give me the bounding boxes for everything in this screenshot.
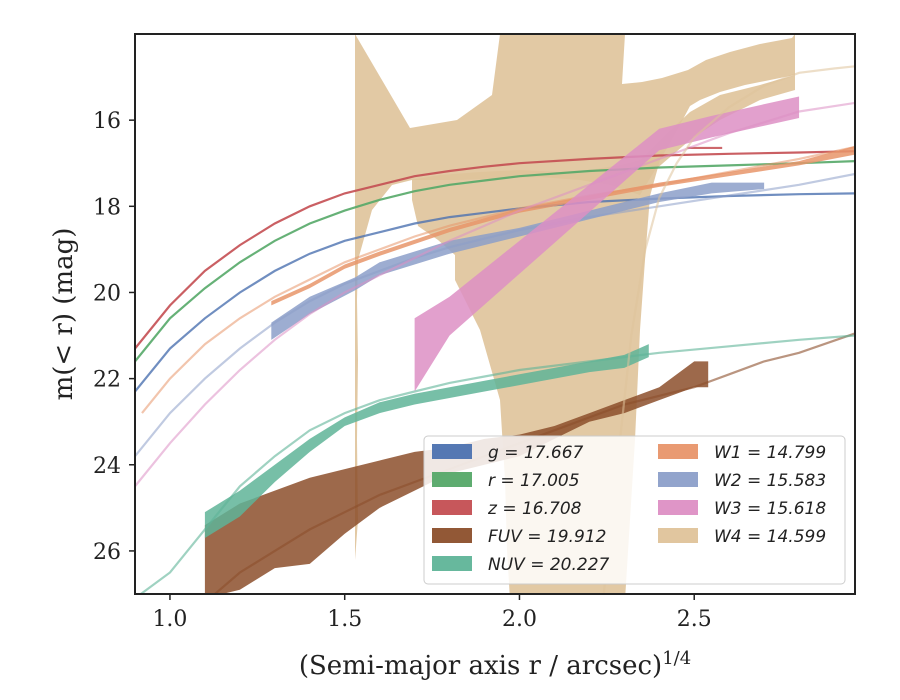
x-tick-label: 2.5	[677, 607, 712, 632]
legend-swatch-fuv	[432, 528, 472, 543]
legend-label-w4: W4 = 14.599	[714, 527, 826, 547]
x-axis-label-exponent: 1/4	[662, 648, 691, 669]
y-tick-label: 20	[93, 281, 121, 306]
legend-label-w1: W1 = 14.799	[714, 443, 826, 463]
x-axis: 1.0 1.5 2.0 2.5	[152, 594, 712, 632]
y-tick-label: 18	[93, 195, 121, 220]
y-tick-label: 26	[93, 540, 121, 565]
legend-label-nuv: NUV = 20.227	[488, 555, 610, 575]
w4-curve	[602, 65, 855, 594]
legend-swatch-nuv	[432, 556, 472, 571]
plot-frame	[134, 33, 856, 595]
legend-swatch-w3	[658, 500, 698, 515]
nuv-band	[204, 344, 649, 538]
x-axis-label: (Semi-major axis r / arcsec)1/4	[299, 648, 691, 681]
legend-box	[423, 435, 846, 585]
legend-swatch-w2	[658, 472, 698, 487]
y-axis-label: m(< r) (mag)	[49, 228, 79, 401]
legend: g = 17.667 r = 17.005 z = 16.708 FUV = 19.9…	[423, 435, 846, 585]
legend-label-w2: W2 = 15.583	[714, 471, 826, 491]
x-tick-label: 2.0	[502, 607, 537, 632]
legend-swatch-r	[432, 472, 472, 487]
y-tick-label: 22	[93, 368, 121, 393]
legend-label-r: r = 17.005	[488, 471, 580, 491]
legend-label-fuv: FUV = 19.912	[488, 527, 606, 547]
nuv-curve	[138, 334, 855, 594]
y-axis: 16 18 20 22 24 26	[93, 109, 135, 565]
legend-label-w3: W3 = 15.618	[714, 499, 826, 519]
legend-swatch-g	[432, 444, 472, 459]
x-tick-label: 1.5	[327, 607, 362, 632]
legend-swatch-z	[432, 500, 472, 515]
w3-band	[414, 96, 800, 392]
x-tick-label: 1.0	[152, 607, 187, 632]
w3-curve	[135, 101, 855, 487]
y-tick-label: 16	[93, 109, 121, 134]
legend-swatch-w4	[658, 528, 698, 543]
legend-label-z: z = 16.708	[487, 499, 582, 519]
legend-swatch-w1	[658, 444, 698, 459]
w1-curve	[141, 145, 855, 414]
y-tick-label: 24	[93, 454, 121, 479]
plot-area	[135, 34, 855, 594]
z-band	[687, 146, 723, 150]
r-curve	[135, 160, 855, 363]
legend-label-g: g = 17.667	[488, 443, 584, 463]
w1-band	[271, 146, 855, 306]
